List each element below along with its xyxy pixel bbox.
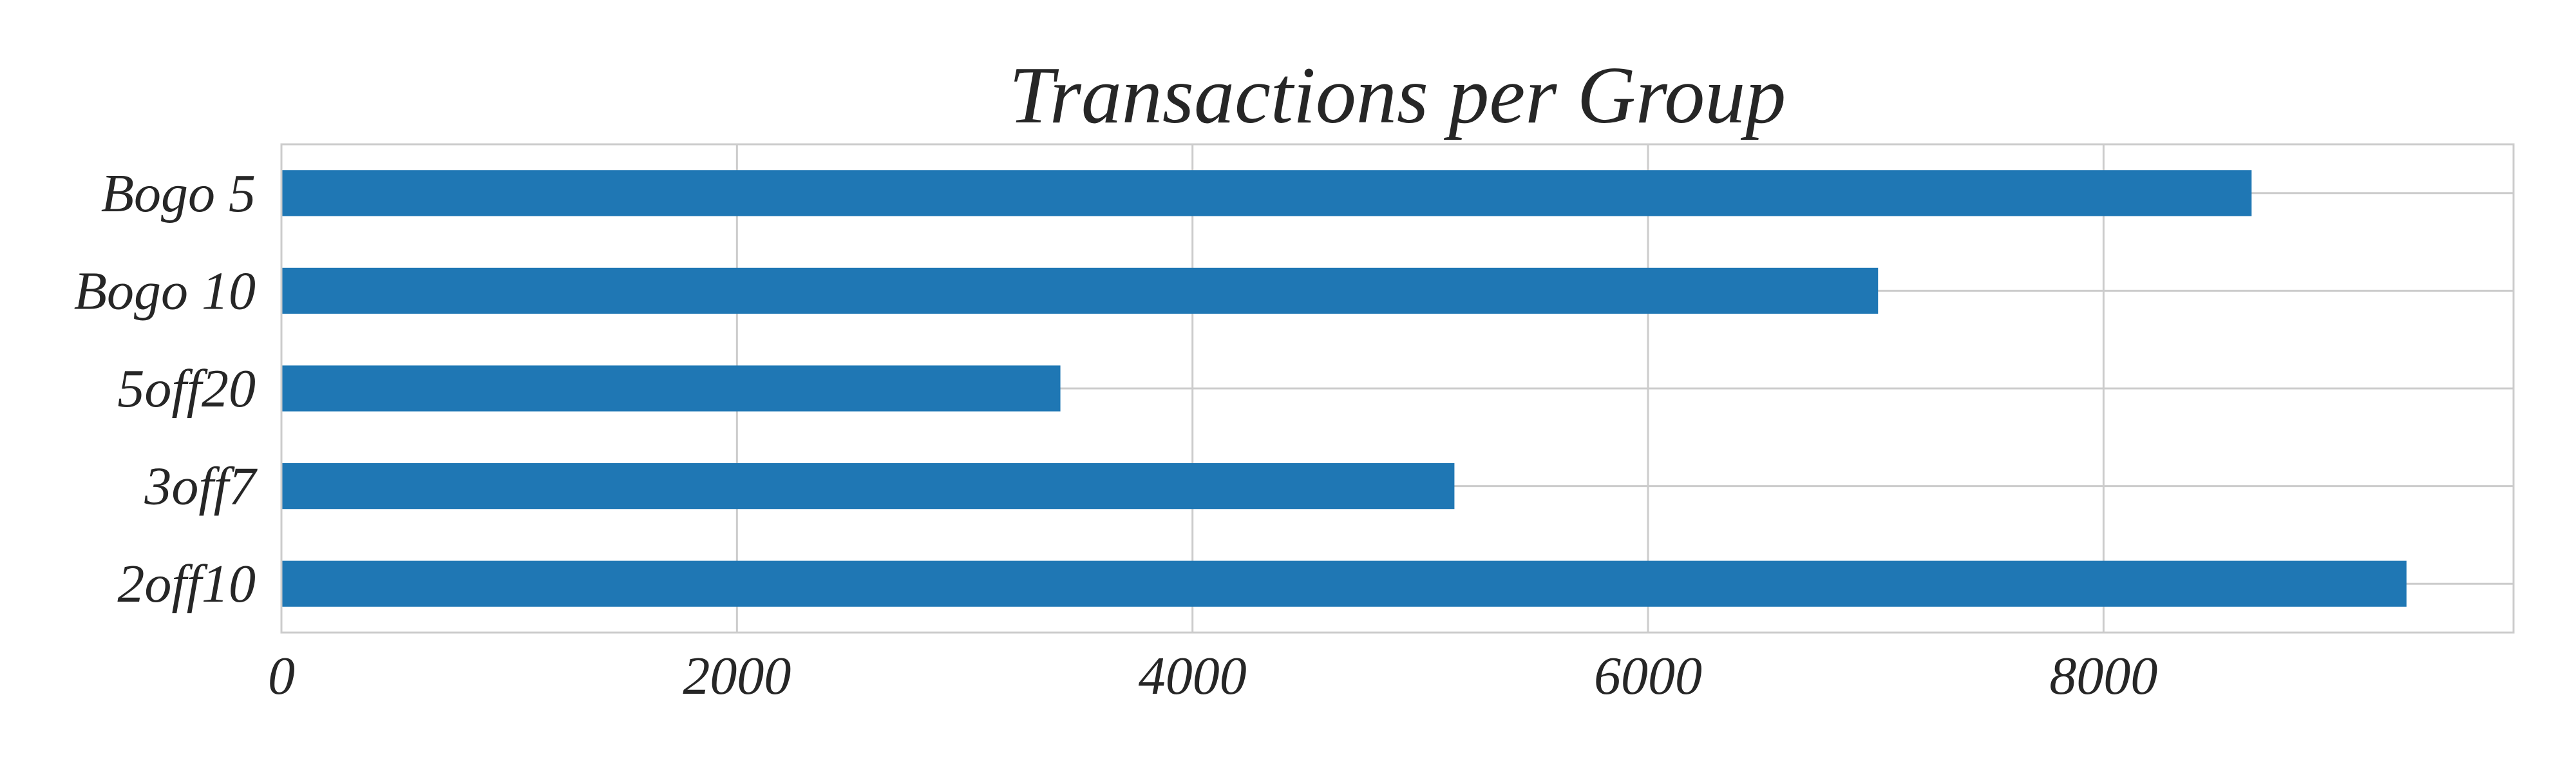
bar-2off10 [281, 560, 2407, 607]
category-label: 5off20 [117, 359, 256, 419]
category-label: 3off7 [144, 457, 258, 517]
bar-bogo-10 [281, 267, 1879, 314]
bar-3off7 [281, 463, 1455, 510]
x-tick-label: 0 [268, 646, 295, 706]
x-tick-label: 4000 [1139, 646, 1247, 706]
bars-layer [281, 170, 2407, 607]
chart-title: Transactions per Group [1009, 51, 1786, 140]
x-tick-labels: 0 2000 4000 6000 8000 [268, 646, 2157, 706]
x-tick-label: 2000 [683, 646, 791, 706]
x-tick-label: 8000 [2049, 646, 2157, 706]
category-labels: Bogo 5 Bogo 10 5off20 3off7 2off10 [74, 164, 258, 614]
bar-bogo-5 [281, 170, 2252, 216]
bar-5off20 [281, 365, 1061, 412]
category-label: 2off10 [117, 554, 256, 614]
x-tick-label: 6000 [1594, 646, 1702, 706]
plot-frame [280, 143, 2515, 634]
category-label: Bogo 10 [74, 261, 256, 321]
category-label: Bogo 5 [101, 164, 256, 224]
